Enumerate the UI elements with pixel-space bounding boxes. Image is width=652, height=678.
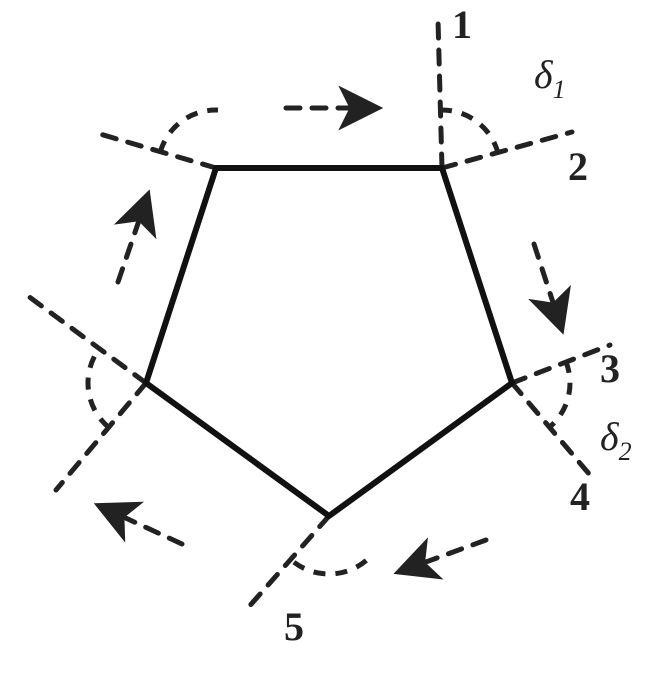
extension-8 (100, 134, 216, 168)
vertex-label-4: 4 (570, 474, 590, 519)
direction-arrow-2 (534, 244, 560, 324)
angle-arc-5 (160, 110, 218, 152)
extension-7 (28, 296, 146, 383)
angle-arc-4 (88, 347, 109, 427)
angle-label-delta-1: δ1 (534, 52, 566, 104)
extension-6 (56, 383, 146, 490)
extension-2 (442, 132, 572, 168)
pentagon-outline (146, 168, 512, 516)
direction-arrow-3 (404, 540, 486, 570)
angle-arc-3 (290, 559, 366, 574)
extension-1 (438, 20, 442, 168)
pentagon (146, 168, 512, 516)
angle-label-delta-2: δ2 (600, 414, 632, 466)
vertex-label-5: 5 (284, 604, 304, 649)
extension-4 (512, 383, 590, 475)
direction-arrow-4 (104, 508, 182, 544)
extension-3 (512, 345, 610, 383)
angle-arc-1 (440, 110, 498, 152)
vertex-label-1: 1 (452, 2, 472, 47)
direction-arrows (104, 108, 560, 570)
extension-5 (246, 516, 329, 610)
vertex-label-3: 3 (600, 346, 620, 391)
direction-arrow-5 (118, 200, 146, 282)
vertex-label-2: 2 (568, 144, 588, 189)
angle-arc-2 (549, 361, 570, 427)
